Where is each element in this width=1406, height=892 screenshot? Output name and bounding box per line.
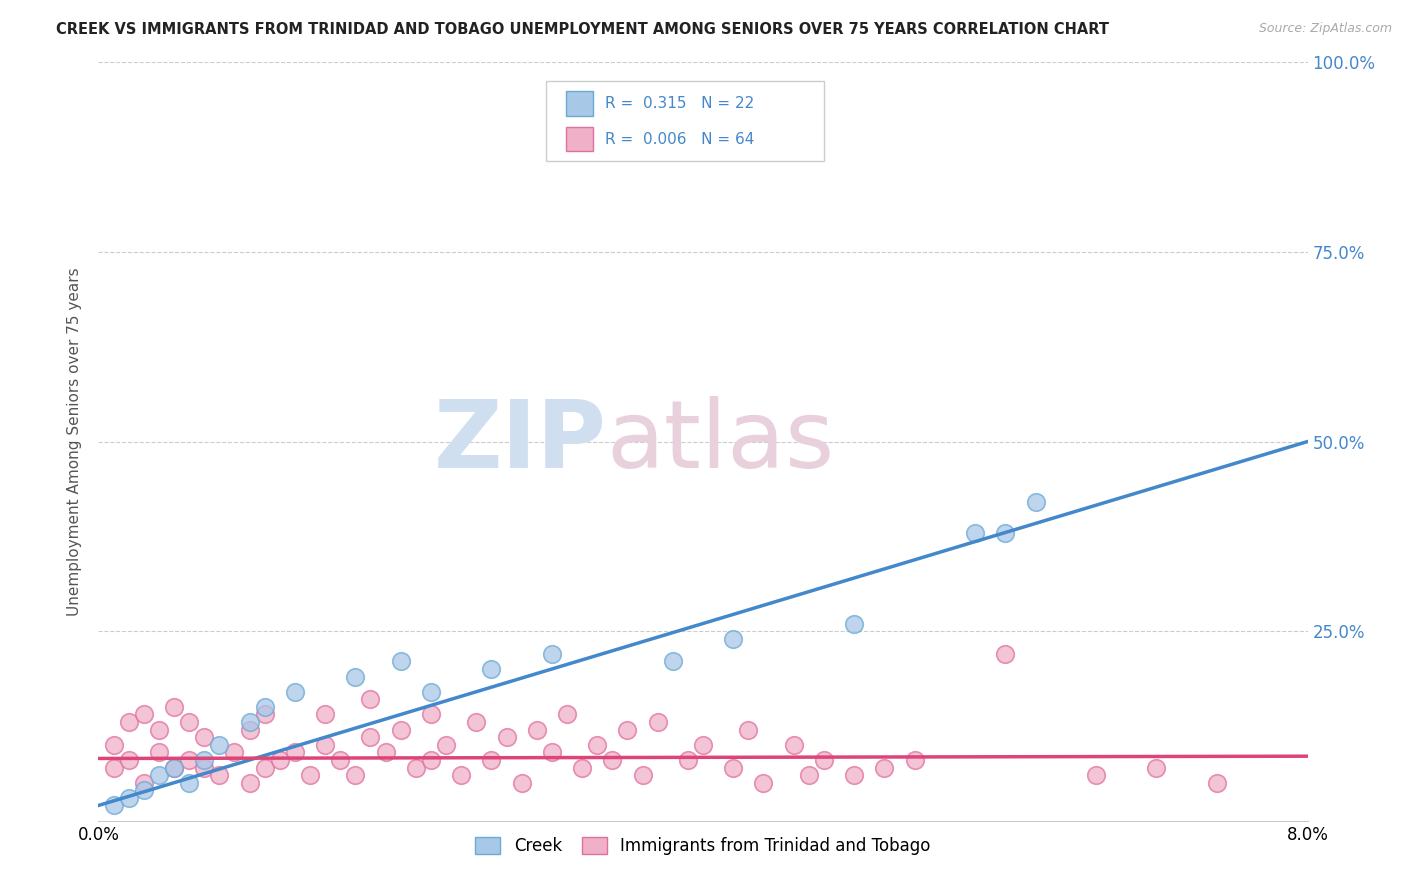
Point: [163, 760, 186, 774]
Point: [148, 768, 170, 782]
Point: [284, 685, 307, 699]
Text: R =  0.315   N = 22: R = 0.315 N = 22: [605, 95, 754, 111]
Point: [616, 723, 638, 737]
Point: [540, 647, 562, 661]
Point: [450, 768, 472, 782]
Point: [602, 753, 624, 767]
Point: [179, 715, 201, 730]
Point: [193, 730, 215, 744]
Point: [783, 738, 806, 752]
Point: [208, 738, 231, 752]
Y-axis label: Unemployment Among Seniors over 75 years: Unemployment Among Seniors over 75 years: [67, 268, 83, 615]
Text: Source: ZipAtlas.com: Source: ZipAtlas.com: [1258, 22, 1392, 36]
Point: [723, 760, 745, 774]
Point: [904, 753, 927, 767]
Point: [495, 730, 517, 744]
FancyBboxPatch shape: [567, 127, 593, 151]
Point: [965, 525, 987, 540]
Point: [420, 707, 443, 722]
Point: [329, 753, 352, 767]
Point: [224, 746, 246, 760]
Point: [314, 707, 336, 722]
Point: [239, 723, 262, 737]
Point: [360, 692, 382, 706]
Point: [239, 776, 262, 790]
Point: [676, 753, 699, 767]
Point: [844, 768, 866, 782]
Point: [631, 768, 654, 782]
Point: [1146, 760, 1168, 774]
Point: [148, 746, 170, 760]
Point: [269, 753, 291, 767]
Point: [163, 699, 186, 714]
Point: [148, 723, 170, 737]
Point: [103, 738, 125, 752]
Point: [239, 715, 262, 730]
Point: [661, 655, 683, 669]
Point: [118, 791, 141, 805]
Point: [118, 715, 141, 730]
Point: [118, 753, 141, 767]
Point: [1025, 495, 1047, 509]
Point: [797, 768, 820, 782]
Point: [253, 707, 276, 722]
Point: [481, 662, 503, 676]
Point: [405, 760, 427, 774]
Point: [208, 768, 231, 782]
Point: [586, 738, 609, 752]
Point: [179, 776, 201, 790]
Point: [103, 798, 125, 813]
Point: [1085, 768, 1108, 782]
Point: [344, 669, 367, 683]
Point: [253, 699, 276, 714]
Point: [510, 776, 533, 790]
Point: [420, 753, 443, 767]
Point: [723, 632, 745, 646]
Point: [193, 760, 215, 774]
Point: [481, 753, 503, 767]
Point: [163, 760, 186, 774]
Point: [193, 753, 215, 767]
Point: [647, 715, 669, 730]
Point: [555, 707, 578, 722]
Point: [434, 738, 457, 752]
Text: R =  0.006   N = 64: R = 0.006 N = 64: [605, 131, 755, 146]
Point: [752, 776, 775, 790]
Point: [179, 753, 201, 767]
Text: ZIP: ZIP: [433, 395, 606, 488]
Point: [737, 723, 759, 737]
Point: [526, 723, 548, 737]
Point: [132, 707, 155, 722]
Point: [813, 753, 835, 767]
Text: CREEK VS IMMIGRANTS FROM TRINIDAD AND TOBAGO UNEMPLOYMENT AMONG SENIORS OVER 75 : CREEK VS IMMIGRANTS FROM TRINIDAD AND TO…: [56, 22, 1109, 37]
Point: [132, 776, 155, 790]
Point: [994, 647, 1017, 661]
Point: [299, 768, 322, 782]
Point: [344, 768, 367, 782]
FancyBboxPatch shape: [567, 91, 593, 116]
Point: [994, 525, 1017, 540]
Text: atlas: atlas: [606, 395, 835, 488]
Point: [571, 760, 593, 774]
Point: [540, 746, 562, 760]
Point: [284, 746, 307, 760]
Point: [389, 655, 412, 669]
Point: [389, 723, 412, 737]
Point: [1206, 776, 1229, 790]
Point: [465, 715, 488, 730]
Point: [844, 616, 866, 631]
Point: [873, 760, 896, 774]
Point: [132, 783, 155, 797]
Point: [253, 760, 276, 774]
Point: [374, 746, 396, 760]
Point: [692, 738, 714, 752]
Point: [103, 760, 125, 774]
Point: [420, 685, 443, 699]
FancyBboxPatch shape: [546, 81, 824, 161]
Legend: Creek, Immigrants from Trinidad and Tobago: Creek, Immigrants from Trinidad and Toba…: [468, 830, 938, 862]
Point: [314, 738, 336, 752]
Point: [360, 730, 382, 744]
